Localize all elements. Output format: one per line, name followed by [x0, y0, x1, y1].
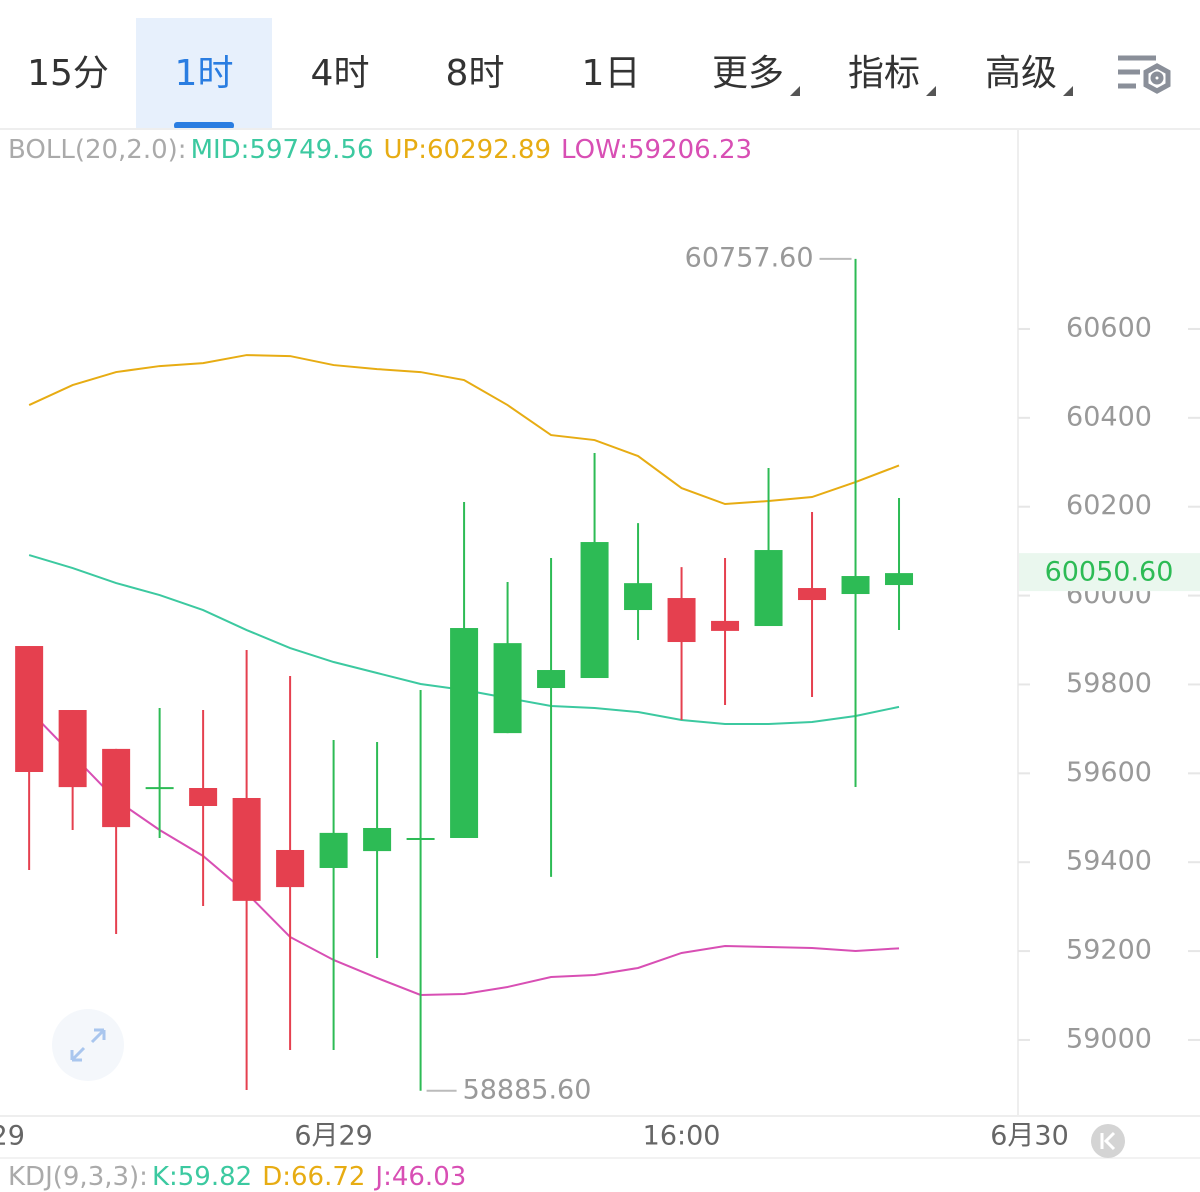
toolbar: 15分 1时 4时 8时 1日 更多 指标 高级	[27, 18, 1073, 129]
legend-entry: LOW:59206.23	[561, 135, 752, 165]
y-tick-label: 60200	[1066, 490, 1152, 521]
dropdown-caret	[926, 86, 936, 96]
last-price-tag	[1019, 553, 1200, 592]
y-tick-label: 59800	[1066, 668, 1152, 699]
y-tick-label: 59000	[1066, 1023, 1152, 1054]
candle-body	[798, 588, 827, 601]
tab[interactable]: 1时	[175, 53, 234, 94]
boll-line	[28, 354, 900, 506]
candle-body	[232, 797, 261, 901]
candle-body	[667, 598, 696, 643]
candle-body	[58, 710, 87, 788]
dropdown-caret	[790, 86, 800, 96]
sub-indicator-legend: KDJ(9,3,3): K:59.82 D:66.72 J:46.03	[8, 1162, 466, 1192]
indicator-name: BOLL(20,2.0):	[8, 135, 187, 165]
last-price-label: 60050.60	[1045, 557, 1174, 588]
candle-body	[580, 542, 609, 679]
legend-entry: UP:60292.89	[384, 135, 552, 165]
candle-body	[363, 827, 392, 852]
candle-body	[841, 576, 870, 595]
y-tick-label: 59200	[1066, 935, 1152, 966]
high-label: 60757.60	[685, 242, 814, 273]
tab[interactable]: 指标	[848, 53, 920, 94]
tab[interactable]: 高级	[985, 53, 1057, 94]
candle-body	[15, 646, 44, 773]
legend-entry: K:59.82	[152, 1162, 252, 1192]
candle-body	[406, 837, 435, 840]
tab[interactable]: 1日	[582, 53, 641, 94]
candle-body	[102, 748, 131, 828]
x-tick-label: 16:00	[643, 1121, 721, 1152]
candle-body	[537, 670, 566, 689]
candle-body	[754, 550, 783, 627]
candle-body	[885, 573, 914, 586]
candle-body	[276, 849, 305, 888]
candle-body	[450, 628, 479, 838]
candle-body	[624, 583, 653, 611]
candle-body	[711, 620, 740, 631]
tab[interactable]: 更多	[712, 53, 784, 94]
legend-entry: J:46.03	[373, 1162, 466, 1192]
tab[interactable]: 15分	[27, 53, 109, 94]
axes: 5900059200594005960059800600006020060400…	[0, 242, 1200, 1152]
tab[interactable]: 8时	[446, 53, 505, 94]
y-tick-label: 59600	[1066, 757, 1152, 788]
candle-body	[189, 787, 218, 806]
candle-body	[145, 787, 174, 790]
plot	[15, 258, 914, 1091]
x-tick-label: 6月30	[990, 1121, 1069, 1152]
dropdown-caret	[1063, 86, 1073, 96]
candle-body	[493, 643, 522, 734]
y-tick-label: 60600	[1066, 312, 1152, 343]
scroll-latest-button[interactable]	[1091, 1124, 1125, 1158]
boll-line	[28, 709, 900, 996]
y-tick-label: 59400	[1066, 846, 1152, 877]
x-tick-label: 6月29	[294, 1121, 373, 1152]
indicator-legend: BOLL(20,2.0): MID:59749.56 UP:60292.89 LOW:…	[8, 135, 752, 165]
active-tab-indicator	[174, 122, 234, 129]
sub-indicator-name: KDJ(9,3,3):	[8, 1162, 148, 1192]
active-tab-bg	[136, 18, 272, 128]
low-label: 58885.60	[463, 1074, 592, 1105]
settings-icon[interactable]	[1118, 55, 1171, 94]
y-tick-label: 60400	[1066, 401, 1152, 432]
legend-entry: MID:59749.56	[191, 135, 374, 165]
x-tick-label: 6月29	[0, 1121, 25, 1152]
expand-button[interactable]	[52, 1009, 124, 1081]
tab[interactable]: 4时	[311, 53, 370, 94]
legend-entry: D:66.72	[262, 1162, 365, 1192]
candle-body	[319, 832, 348, 868]
